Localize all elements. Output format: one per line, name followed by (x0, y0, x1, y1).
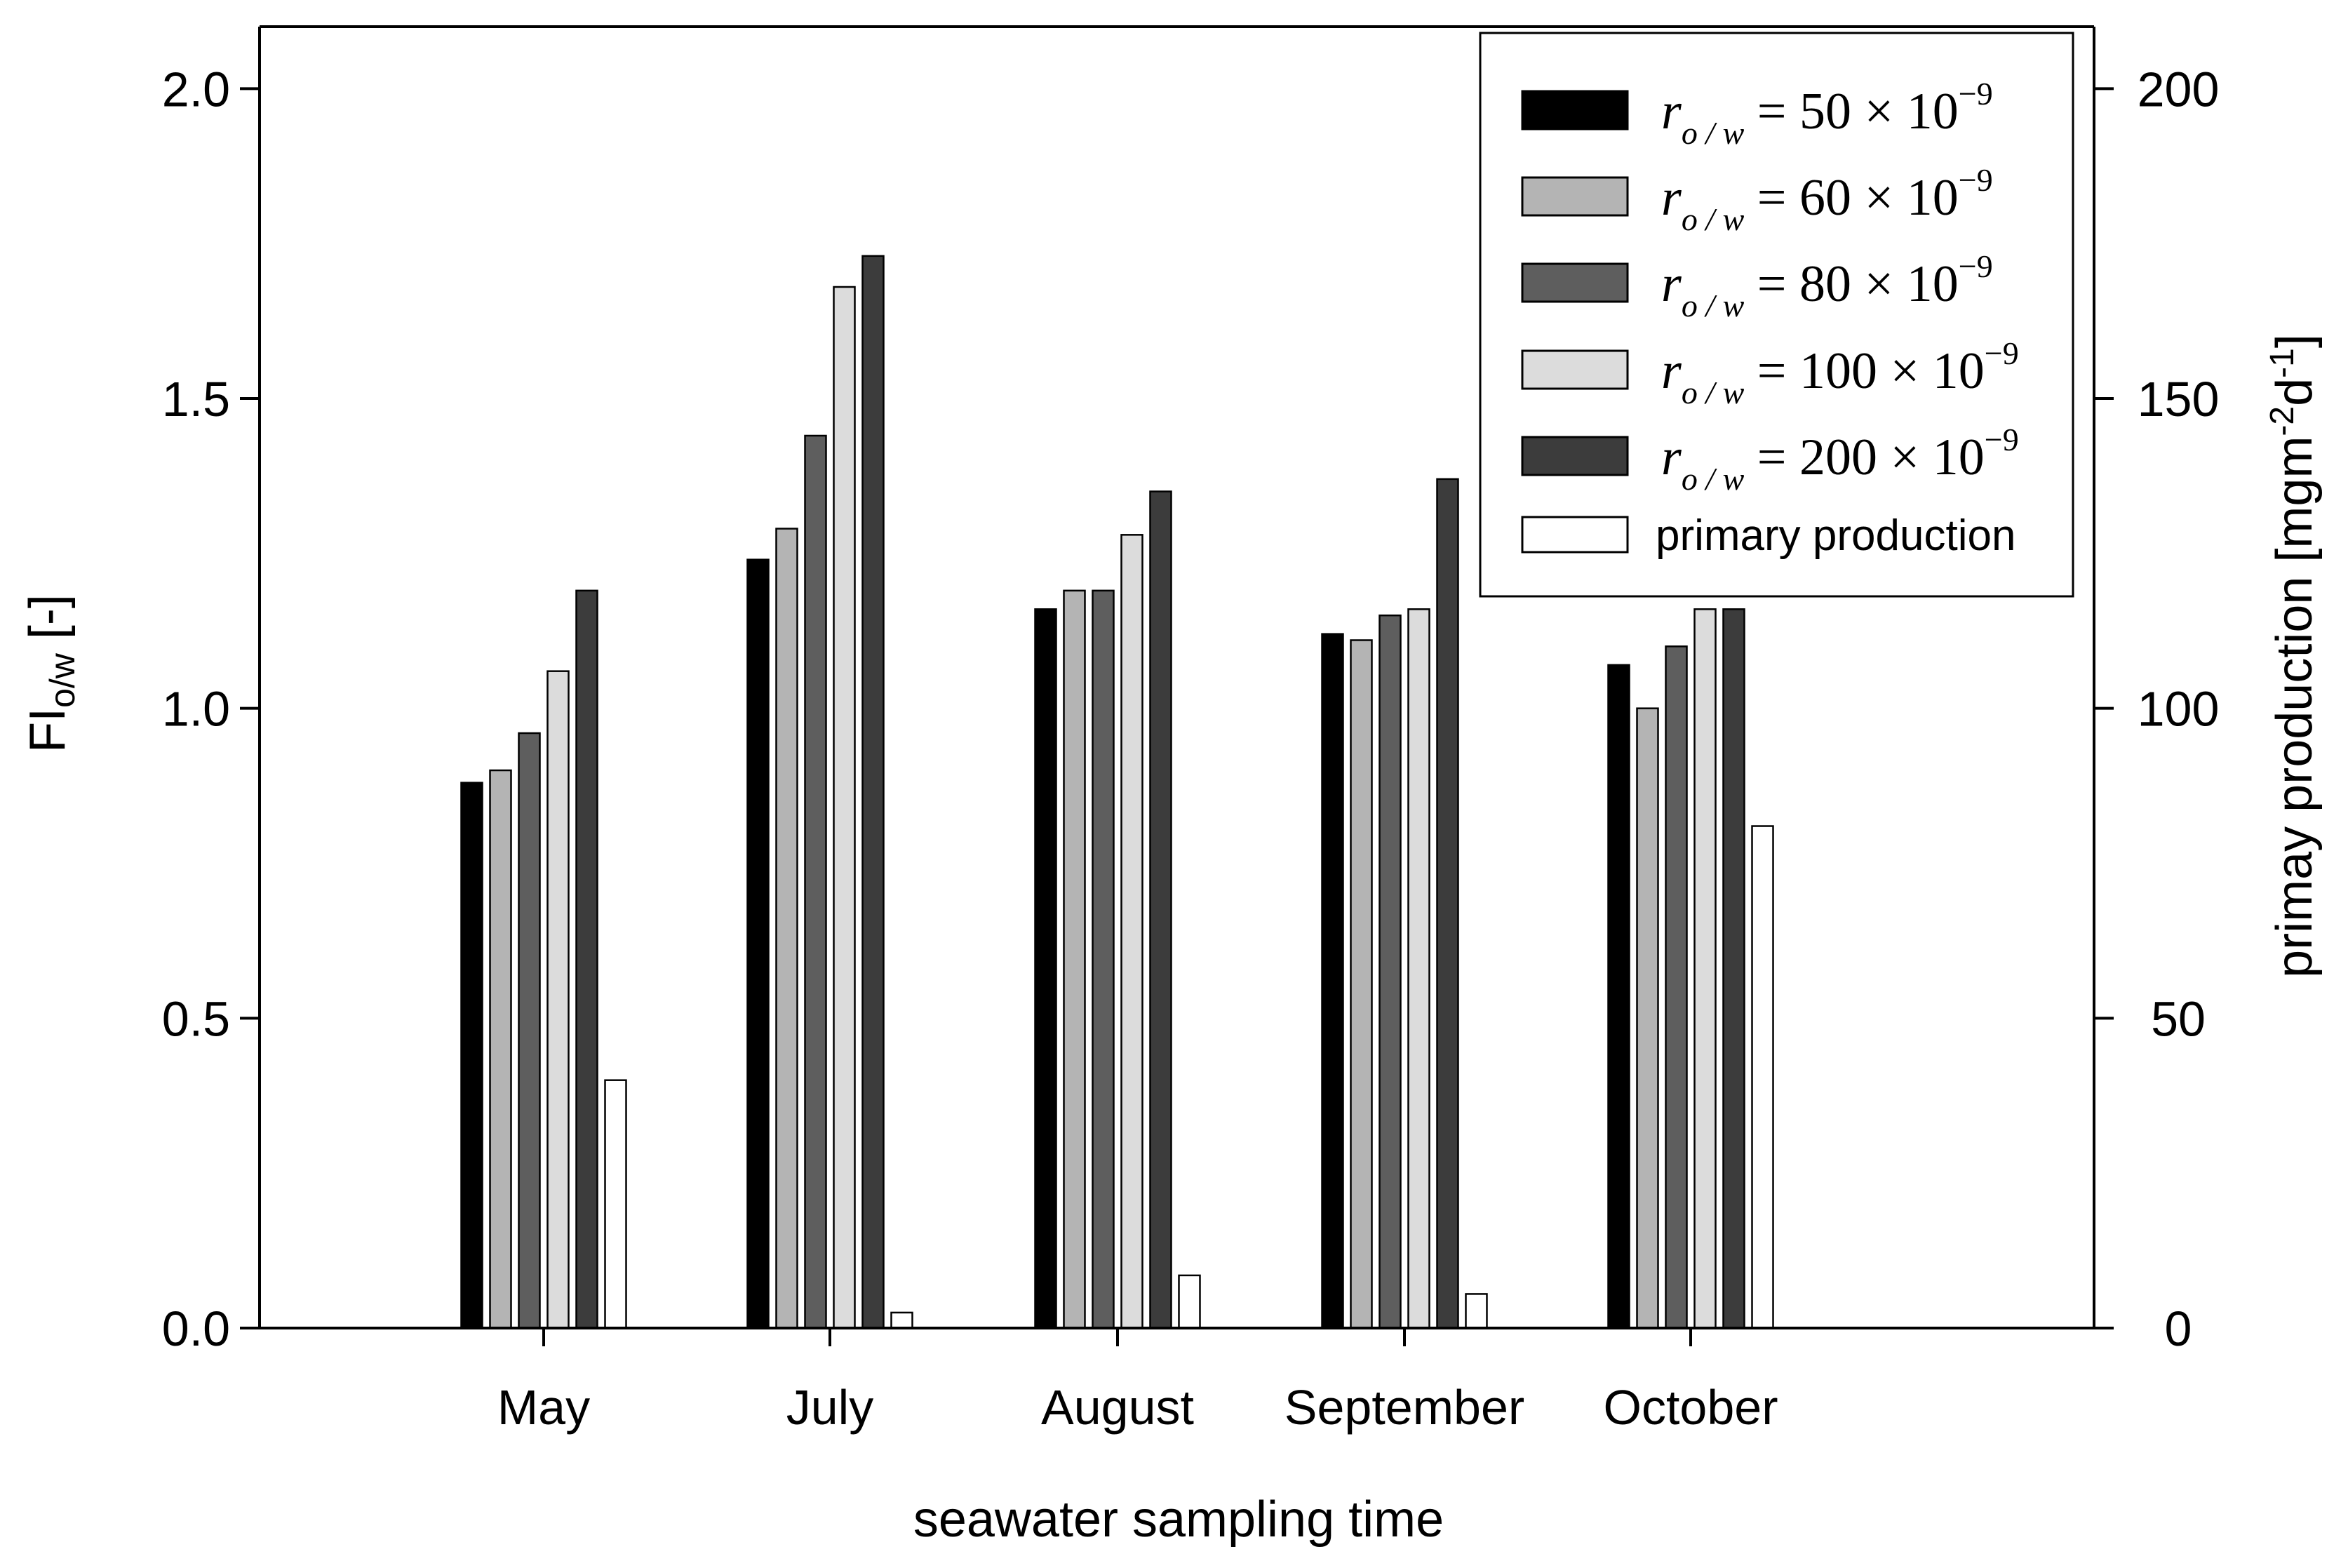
bar-august-series-4 (1120, 534, 1143, 1329)
left-tick-label: 0.0 (162, 1301, 230, 1356)
bar-august-series-1 (1034, 608, 1057, 1329)
legend: ro / w = 50 × 10−9 ro / w = 60 × 10−9 ro /… (1479, 32, 2074, 598)
right-axis-title: primay production [mgm-2d-1] (2264, 334, 2323, 978)
legend-swatch-1 (1521, 90, 1629, 130)
bar-october-series-5 (1722, 608, 1745, 1329)
bar-august-series-2 (1063, 589, 1086, 1329)
bar-may-series-3 (518, 732, 541, 1329)
bar-september-series-4 (1407, 608, 1430, 1329)
bar-september-series-2 (1350, 639, 1373, 1329)
bar-october-series-6 (1751, 825, 1774, 1329)
bar-september-series-3 (1378, 614, 1402, 1329)
right-axis-title-main: primay production [mgm (2267, 436, 2323, 978)
bar-september-series-1 (1321, 633, 1344, 1329)
left-axis-title-suffix: [-] (20, 594, 76, 653)
axes-layer (258, 25, 2095, 1329)
left-tick-label: 2.0 (162, 62, 230, 116)
bar-august-series-3 (1092, 589, 1115, 1329)
left-tick-label: 0.5 (162, 991, 230, 1046)
bar-october-series-3 (1665, 645, 1688, 1329)
legend-swatch-6 (1521, 516, 1629, 554)
left-axis-title-main: FI (20, 708, 76, 753)
bar-july-series-6 (890, 1311, 913, 1329)
right-axis-title-mid: d (2267, 378, 2323, 406)
legend-swatch-3 (1521, 262, 1629, 303)
legend-label-2: ro / w = 60 × 10−9 (1661, 162, 1993, 237)
bar-october-series-1 (1607, 664, 1630, 1329)
right-tick-label: 0 (2165, 1301, 2192, 1356)
right-tick-label: 100 (2138, 682, 2220, 737)
left-axis-title: FIo/w [-] (20, 594, 82, 753)
x-tick-label-july: July (786, 1380, 873, 1435)
x-tick-label-may: May (497, 1380, 590, 1435)
bar-july-series-1 (746, 558, 770, 1329)
bar-july-series-3 (804, 434, 827, 1329)
right-axis-title-sup2: -1 (2264, 348, 2301, 378)
bars-layer (460, 255, 1774, 1329)
bar-july-series-2 (775, 528, 798, 1329)
legend-swatch-2 (1521, 176, 1629, 217)
legend-label-5: ro / w = 200 × 10−9 (1661, 422, 2019, 497)
bar-may-series-6 (604, 1079, 627, 1329)
bar-september-series-5 (1436, 478, 1459, 1329)
legend-swatch-4 (1521, 349, 1629, 390)
bar-august-series-5 (1149, 490, 1172, 1329)
right-tick-label: 200 (2138, 62, 2220, 116)
legend-swatch-5 (1521, 436, 1629, 476)
ticks-layer: 0.0 0.5 1.0 1.5 2.0 0 50 100 150 200 May July August… (162, 62, 2220, 1435)
left-axis-title-sub: o/w (43, 652, 82, 708)
x-tick-label-october: October (1604, 1380, 1778, 1435)
bar-july-series-5 (861, 255, 885, 1329)
x-tick-label-september: September (1284, 1380, 1524, 1435)
left-tick-label: 1.5 (162, 372, 230, 427)
bar-may-series-5 (575, 589, 598, 1329)
right-tick-label: 150 (2138, 372, 2220, 427)
bar-may-series-4 (546, 670, 570, 1329)
bar-september-series-6 (1465, 1293, 1488, 1329)
right-axis-title-sup1: -2 (2264, 406, 2301, 436)
legend-label-4: ro / w = 100 × 10−9 (1661, 335, 2019, 410)
left-tick-label: 1.0 (162, 682, 230, 737)
bar-july-series-4 (833, 286, 856, 1329)
bar-october-series-2 (1636, 707, 1659, 1329)
bar-may-series-1 (460, 782, 483, 1329)
bar-may-series-2 (489, 769, 512, 1329)
bar-august-series-6 (1178, 1274, 1201, 1329)
right-tick-label: 50 (2151, 991, 2206, 1046)
x-tick-label-august: August (1041, 1380, 1194, 1435)
legend-label-6: primary production (1656, 511, 2015, 560)
x-axis-title: seawater sampling time (913, 1492, 1444, 1548)
right-axis-title-end: ] (2267, 334, 2323, 348)
legend-label-3: ro / w = 80 × 10−9 (1661, 248, 1993, 323)
legend-label-1: ro / w = 50 × 10−9 (1661, 76, 1993, 151)
bar-october-series-4 (1693, 608, 1717, 1329)
